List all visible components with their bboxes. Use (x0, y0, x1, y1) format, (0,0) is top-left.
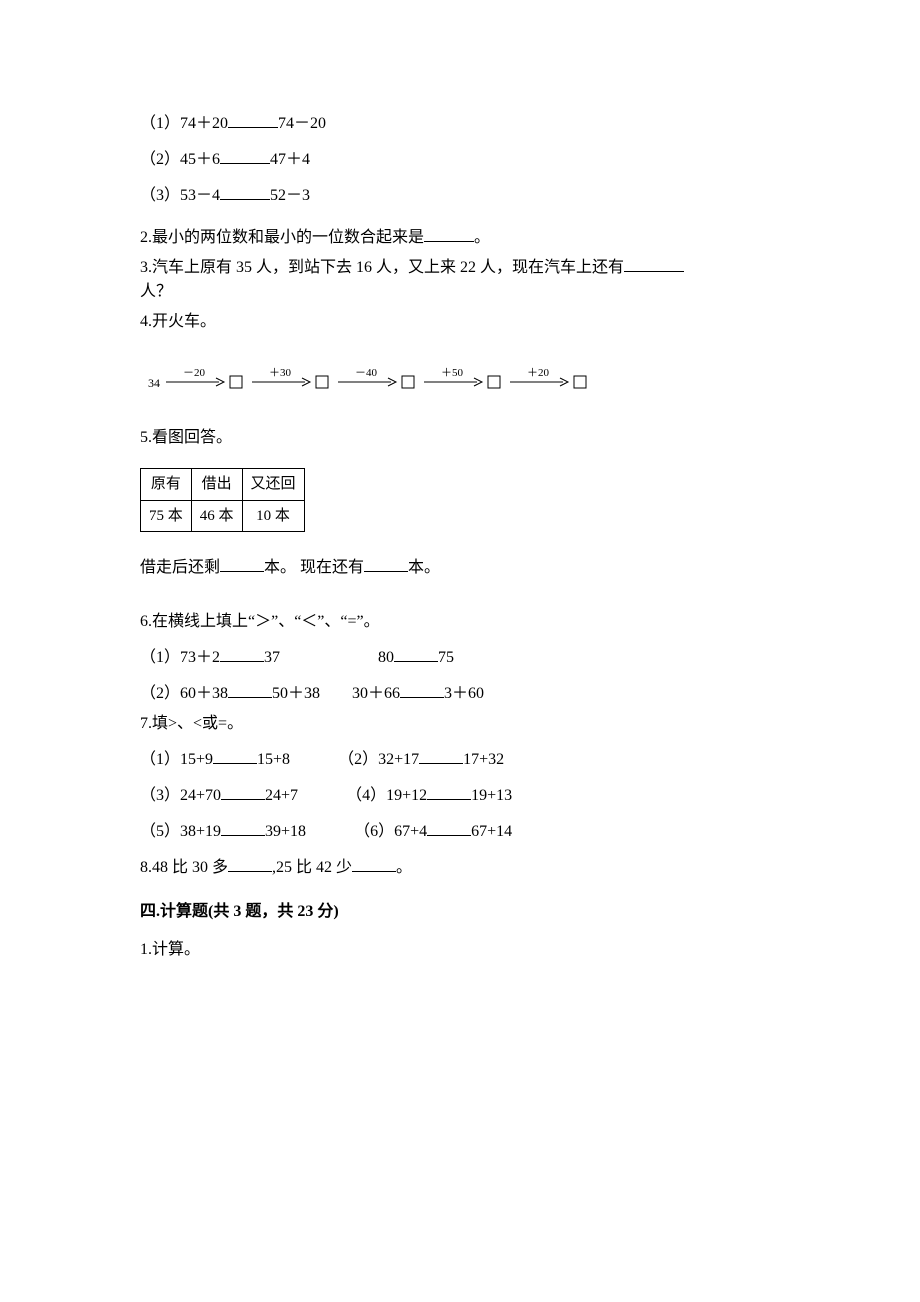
q6-r2a-blank[interactable] (228, 683, 272, 698)
q1a-blank[interactable] (228, 113, 278, 128)
q5-blank1[interactable] (220, 557, 264, 572)
q7-r1b-blank[interactable] (419, 749, 463, 764)
q6-r1a-left: （1）73＋2 (140, 649, 220, 666)
q8-mid: ,25 比 42 少 (272, 859, 352, 876)
section4-q1: 1.计算。 (140, 938, 780, 962)
q8-end: 。 (396, 859, 412, 876)
q2: 2.最小的两位数和最小的一位数合起来是 。 (140, 226, 780, 250)
q8-blank2[interactable] (352, 857, 396, 872)
q5-table-wrap: 原有 借出 又还回 75 本 46 本 10 本 (140, 468, 780, 532)
svg-text:＋50: ＋50 (441, 367, 463, 379)
q1c-blank[interactable] (220, 185, 270, 200)
q1a-left: （1）74＋20 (140, 115, 228, 132)
q3-prefix: 3.汽车上原有 35 人，到站下去 16 人，又上来 22 人，现在汽车上还有 (140, 259, 624, 276)
q1-item-3: （3）53－4 52－3 (140, 184, 780, 208)
q7-r1b-right: 17+32 (463, 751, 504, 768)
q7-r2b-left: （4）19+12 (346, 787, 427, 804)
q7-r3b-blank[interactable] (427, 821, 471, 836)
q7-r1b-left: （2）32+17 (338, 751, 419, 768)
q7-row1: （1）15+9 15+8 （2）32+17 17+32 (140, 748, 780, 772)
q7-r3b-right: 67+14 (471, 823, 512, 840)
q2-prefix: 2.最小的两位数和最小的一位数合起来是 (140, 229, 424, 246)
q7-r3a-blank[interactable] (221, 821, 265, 836)
q1b-right: 47＋4 (270, 151, 310, 168)
q6-r1b-left: 80 (378, 649, 394, 666)
q2-suffix: 。 (474, 229, 490, 246)
q6-row2: （2）60＋38 50＋38 30＋66 3＋60 (140, 682, 780, 706)
q7-r3b-left: （6）67+4 (354, 823, 427, 840)
q7-r1a-right: 15+8 (257, 751, 290, 768)
q6-r1a-blank[interactable] (220, 647, 264, 662)
q5-s1: 借走后还剩 (140, 559, 220, 576)
q6-r2a-right: 50＋38 (272, 685, 320, 702)
q1b-left: （2）45＋6 (140, 151, 220, 168)
q5-h1: 借出 (191, 469, 242, 501)
q7-r2b-right: 19+13 (471, 787, 512, 804)
q7-r1a-blank[interactable] (213, 749, 257, 764)
train-diagram: 34 －20 ＋30 －40 ＋50 ＋20 (144, 356, 780, 400)
worksheet-page: （1）74＋20 74－20 （2）45＋6 47＋4 （3）53－4 52－3 2.… (0, 0, 920, 1034)
q7-r2b-blank[interactable] (427, 785, 471, 800)
q5-v2: 10 本 (242, 500, 304, 532)
q5-table: 原有 借出 又还回 75 本 46 本 10 本 (140, 468, 305, 532)
q6-r2a-left: （2）60＋38 (140, 685, 228, 702)
q5-s2: 本。 现在还有 (264, 559, 364, 576)
q6-r1a-right: 37 (264, 649, 280, 666)
q3-suffix: 人？ (140, 283, 172, 300)
q5-s3: 本。 (408, 559, 440, 576)
q7-r3a-left: （5）38+19 (140, 823, 221, 840)
table-row: 原有 借出 又还回 (141, 469, 305, 501)
svg-text:34: 34 (148, 376, 160, 390)
q5-sentence: 借走后还剩 本。 现在还有 本。 (140, 556, 780, 580)
q7-r1a-left: （1）15+9 (140, 751, 213, 768)
q5-h2: 又还回 (242, 469, 304, 501)
q1-item-1: （1）74＋20 74－20 (140, 112, 780, 136)
q6-r2b-blank[interactable] (400, 683, 444, 698)
q6-r1b-right: 75 (438, 649, 454, 666)
q6-r2b-left: 30＋66 (352, 685, 400, 702)
q5-v0: 75 本 (141, 500, 192, 532)
q4-label: 4.开火车。 (140, 310, 780, 334)
q1a-right: 74－20 (278, 115, 326, 132)
q8-p1: 8.48 比 30 多 (140, 859, 228, 876)
svg-text:－40: －40 (355, 367, 377, 379)
section4-title: 四.计算题(共 3 题，共 23 分) (140, 900, 780, 924)
q7-row2: （3）24+70 24+7 （4）19+12 19+13 (140, 784, 780, 808)
q6-r1b-blank[interactable] (394, 647, 438, 662)
q8: 8.48 比 30 多 ,25 比 42 少 。 (140, 856, 780, 880)
q5-label: 5.看图回答。 (140, 426, 780, 450)
q7-r2a-right: 24+7 (265, 787, 298, 804)
q2-blank[interactable] (424, 227, 474, 242)
svg-text:－20: －20 (183, 367, 205, 379)
q1c-right: 52－3 (270, 187, 310, 204)
q5-h0: 原有 (141, 469, 192, 501)
q1b-blank[interactable] (220, 149, 270, 164)
q6-r2b-right: 3＋60 (444, 685, 484, 702)
svg-text:＋20: ＋20 (527, 367, 549, 379)
q5-blank2[interactable] (364, 557, 408, 572)
q3: 3.汽车上原有 35 人，到站下去 16 人，又上来 22 人，现在汽车上还有 … (140, 256, 780, 304)
q5-v1: 46 本 (191, 500, 242, 532)
q6-row1: （1）73＋2 37 80 75 (140, 646, 780, 670)
q1-item-2: （2）45＋6 47＋4 (140, 148, 780, 172)
q1c-left: （3）53－4 (140, 187, 220, 204)
q8-blank1[interactable] (228, 857, 272, 872)
q3-blank[interactable] (624, 257, 684, 272)
q7-r3a-right: 39+18 (265, 823, 306, 840)
svg-text:＋30: ＋30 (269, 367, 291, 379)
q7-r2a-left: （3）24+70 (140, 787, 221, 804)
q6-label: 6.在横线上填上“＞”、“＜”、“=”。 (140, 610, 780, 634)
q7-row3: （5）38+19 39+18 （6）67+4 67+14 (140, 820, 780, 844)
q7-label: 7.填>、<或=。 (140, 712, 780, 736)
q7-r2a-blank[interactable] (221, 785, 265, 800)
table-row: 75 本 46 本 10 本 (141, 500, 305, 532)
